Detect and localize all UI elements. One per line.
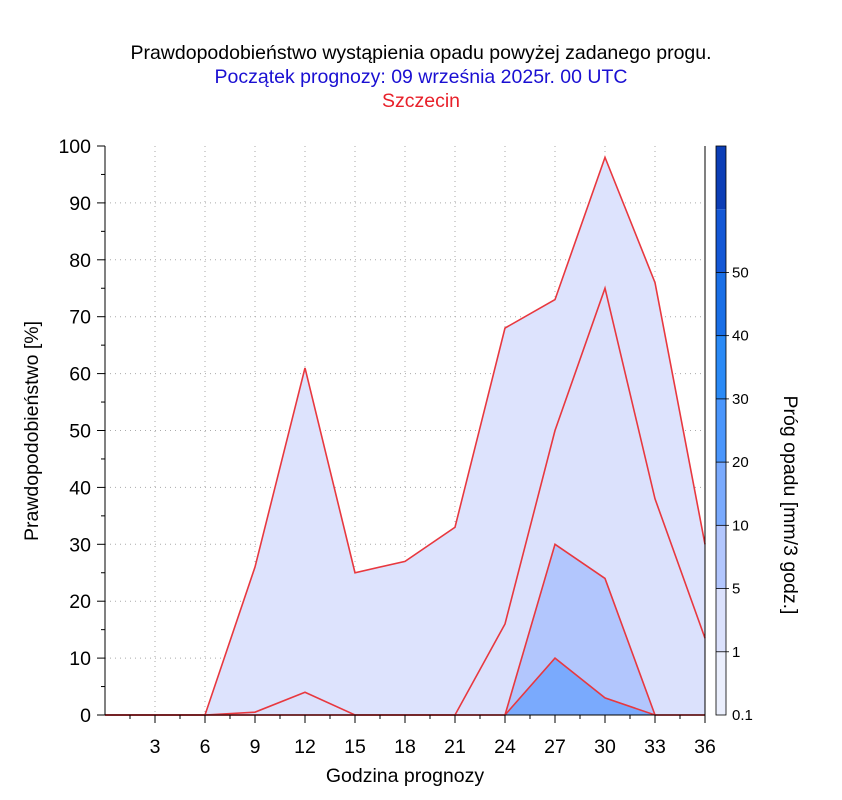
colorbar-tick-label-0.1: 0.1 <box>732 707 753 724</box>
y-axis-label: Prawdopodobieństwo [%] <box>21 321 43 541</box>
y-tick-label-100: 100 <box>58 136 91 158</box>
x-tick-label-33: 33 <box>644 736 666 758</box>
colorbar-segment-7 <box>716 209 726 273</box>
chart-title: Prawdopodobieństwo wystąpienia opadu pow… <box>130 42 712 64</box>
chart-subtitle: Początek prognozy: 09 września 2025r. 00… <box>214 66 628 88</box>
x-tick-label-21: 21 <box>444 736 466 758</box>
chart-location: Szczecin <box>381 90 461 112</box>
axis-layer: 3 6 9 12 15 18 21 24 27 30 33 360102030405060708090… <box>58 136 715 758</box>
colorbar-segment-3 <box>716 462 726 526</box>
x-tick-label-18: 18 <box>394 736 416 758</box>
x-tick-label-6: 6 <box>200 736 211 758</box>
colorbar-segment-5 <box>716 335 726 399</box>
colorbar-segment-2 <box>716 525 726 589</box>
x-tick-label-24: 24 <box>494 736 516 758</box>
colorbar-tick-label-20: 20 <box>732 454 749 471</box>
colorbar-segment-4 <box>716 398 726 463</box>
y-tick-label-90: 90 <box>69 193 91 215</box>
y-tick-label-40: 40 <box>69 477 91 499</box>
x-tick-label-36: 36 <box>694 736 716 758</box>
x-tick-label-27: 27 <box>544 736 566 758</box>
y-tick-label-30: 30 <box>69 534 91 556</box>
area-threshold-10 <box>105 658 705 715</box>
x-tick-label-12: 12 <box>294 736 316 758</box>
colorbar-segment-8 <box>716 146 726 210</box>
y-tick-label-10: 10 <box>69 648 91 670</box>
colorbar-frame <box>715 145 727 716</box>
colorbar-layer: 0.1 1 5 10 20 30 40 50 <box>715 145 753 724</box>
colorbar-segment-6 <box>716 272 726 336</box>
colorbar-tick-label-50: 50 <box>732 264 749 281</box>
y-tick-label-70: 70 <box>69 307 91 329</box>
y-tick-label-80: 80 <box>69 250 91 272</box>
colorbar-tick-label-10: 10 <box>732 517 749 534</box>
colorbar-tick-label-30: 30 <box>732 391 749 408</box>
y-tick-label-20: 20 <box>69 591 91 613</box>
colorbar-segment-0 <box>716 651 726 715</box>
x-tick-label-30: 30 <box>594 736 616 758</box>
y-tick-label-0: 0 <box>80 705 91 727</box>
x-tick-label-15: 15 <box>344 736 366 758</box>
colorbar-segment-1 <box>716 588 726 652</box>
x-tick-label-3: 3 <box>150 736 161 758</box>
colorbar-label: Próg opadu [mm/3 godz.] <box>779 396 801 615</box>
y-tick-label-60: 60 <box>69 364 91 386</box>
colorbar-tick-label-1: 1 <box>732 644 740 661</box>
colorbar-tick-label-5: 5 <box>732 581 740 598</box>
x-tick-label-9: 9 <box>250 736 261 758</box>
x-axis-label: Godzina prognozy <box>326 765 485 787</box>
colorbar-tick-label-40: 40 <box>732 328 749 345</box>
y-tick-label-50: 50 <box>69 421 91 443</box>
